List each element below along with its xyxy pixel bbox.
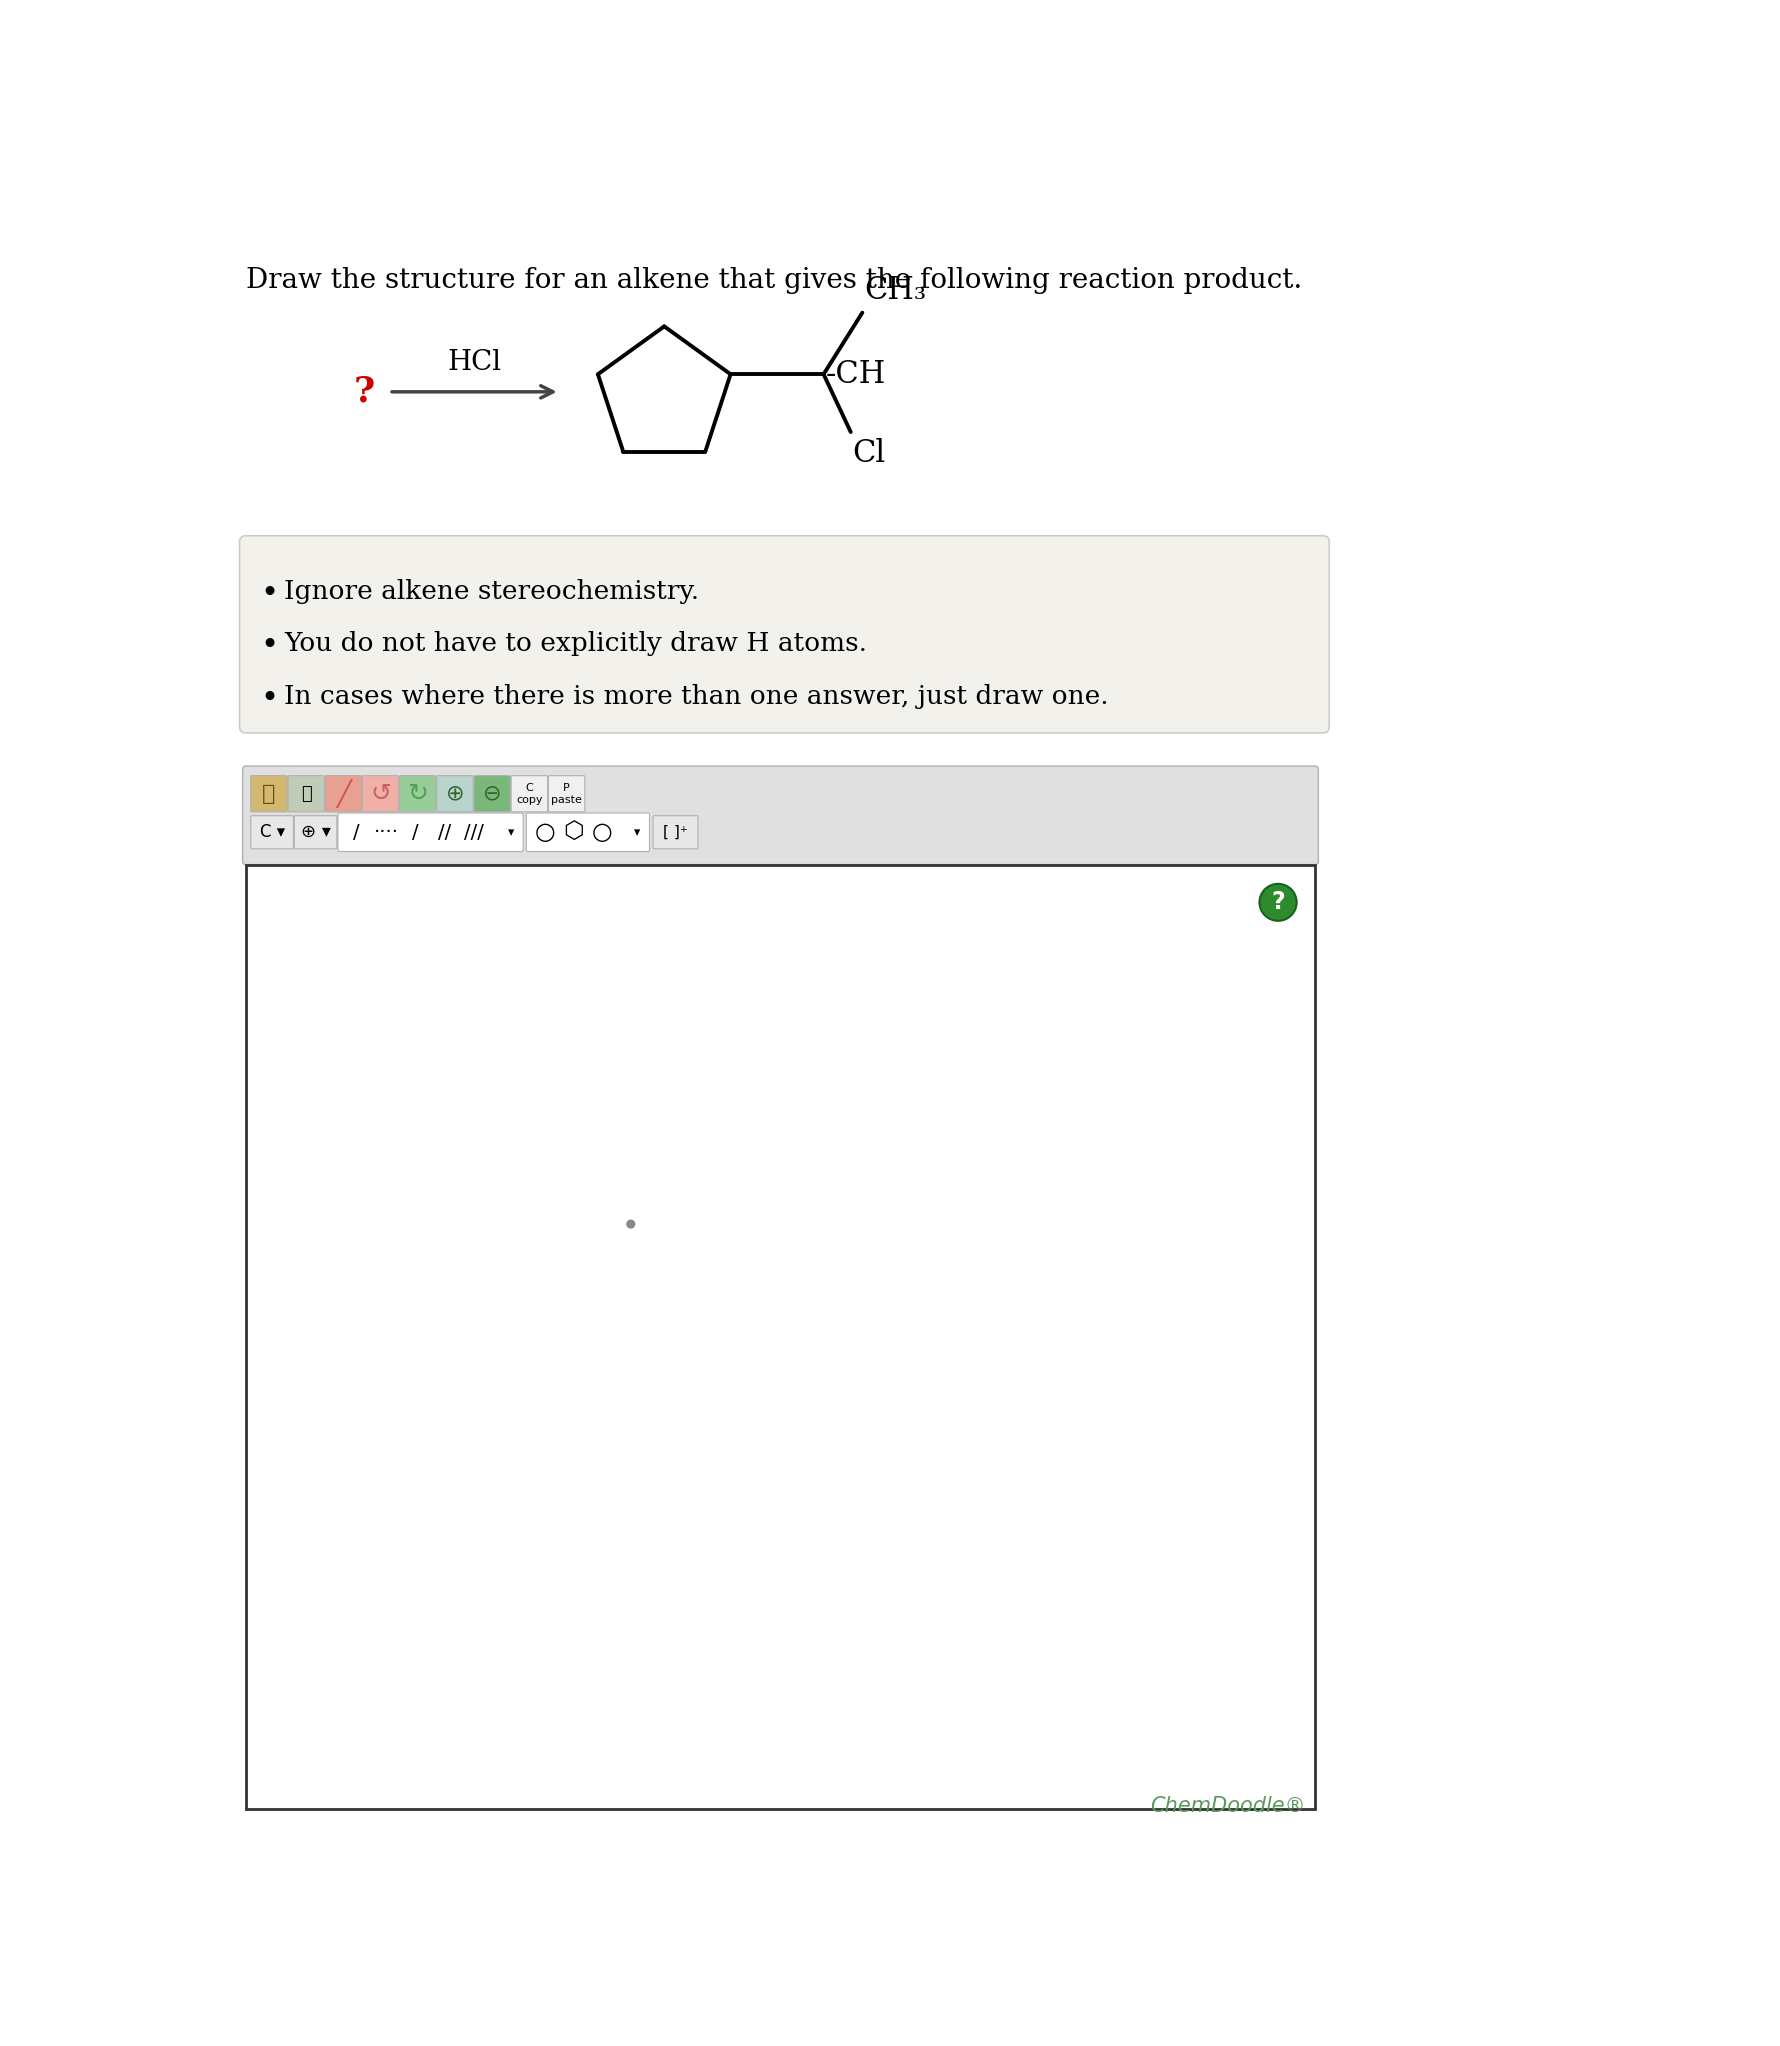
Text: ⊖: ⊖ xyxy=(482,784,502,804)
Text: Cl: Cl xyxy=(853,438,885,469)
FancyBboxPatch shape xyxy=(653,816,698,849)
Text: ▾: ▾ xyxy=(507,827,514,839)
Text: ╱: ╱ xyxy=(336,780,351,808)
FancyBboxPatch shape xyxy=(288,775,324,812)
FancyBboxPatch shape xyxy=(338,812,523,851)
Text: P
paste: P paste xyxy=(552,784,582,804)
FancyBboxPatch shape xyxy=(294,816,336,849)
Text: ChemDoodle®: ChemDoodle® xyxy=(1150,1796,1307,1815)
Text: ○: ○ xyxy=(534,820,555,845)
Text: •: • xyxy=(260,632,278,663)
Text: ✋: ✋ xyxy=(262,784,276,804)
FancyBboxPatch shape xyxy=(326,775,361,812)
Circle shape xyxy=(1260,884,1296,921)
FancyBboxPatch shape xyxy=(242,765,1319,865)
Text: You do not have to explicitly draw H atoms.: You do not have to explicitly draw H ato… xyxy=(285,632,867,657)
FancyBboxPatch shape xyxy=(251,816,294,849)
FancyBboxPatch shape xyxy=(527,812,650,851)
FancyBboxPatch shape xyxy=(363,775,399,812)
Text: //: // xyxy=(438,822,452,841)
FancyBboxPatch shape xyxy=(548,775,586,812)
Text: 🔒: 🔒 xyxy=(301,786,311,802)
FancyBboxPatch shape xyxy=(240,536,1330,732)
Text: Draw the structure for an alkene that gives the following reaction product.: Draw the structure for an alkene that gi… xyxy=(246,268,1301,295)
Text: ▾: ▾ xyxy=(634,827,641,839)
FancyBboxPatch shape xyxy=(511,775,548,812)
Text: ⬡: ⬡ xyxy=(562,820,584,845)
Circle shape xyxy=(627,1219,635,1228)
Text: In cases where there is more than one answer, just draw one.: In cases where there is more than one an… xyxy=(285,683,1109,708)
Text: ⊕ ▾: ⊕ ▾ xyxy=(301,822,331,841)
Text: ····: ···· xyxy=(374,822,399,841)
Text: HCl: HCl xyxy=(447,350,502,376)
Text: ?: ? xyxy=(1271,890,1285,915)
Text: /: / xyxy=(413,822,418,841)
Bar xyxy=(246,865,1315,1809)
FancyBboxPatch shape xyxy=(473,775,511,812)
Text: C ▾: C ▾ xyxy=(260,822,285,841)
Text: C
copy: C copy xyxy=(516,784,543,804)
Text: ↻: ↻ xyxy=(408,782,429,806)
Text: ⊕: ⊕ xyxy=(445,784,465,804)
FancyBboxPatch shape xyxy=(436,775,473,812)
FancyBboxPatch shape xyxy=(399,775,436,812)
Text: •: • xyxy=(260,579,278,610)
Text: CH₃: CH₃ xyxy=(863,276,926,307)
Text: -CH: -CH xyxy=(826,358,886,389)
Text: •: • xyxy=(260,683,278,714)
Text: /: / xyxy=(352,822,360,841)
Text: ?: ? xyxy=(354,374,376,409)
Text: ○: ○ xyxy=(593,820,612,845)
Text: ↺: ↺ xyxy=(370,782,392,806)
FancyBboxPatch shape xyxy=(251,775,287,812)
Text: [ ]⁺: [ ]⁺ xyxy=(662,825,687,839)
Text: Ignore alkene stereochemistry.: Ignore alkene stereochemistry. xyxy=(285,579,700,604)
Text: ///: /// xyxy=(465,822,484,841)
